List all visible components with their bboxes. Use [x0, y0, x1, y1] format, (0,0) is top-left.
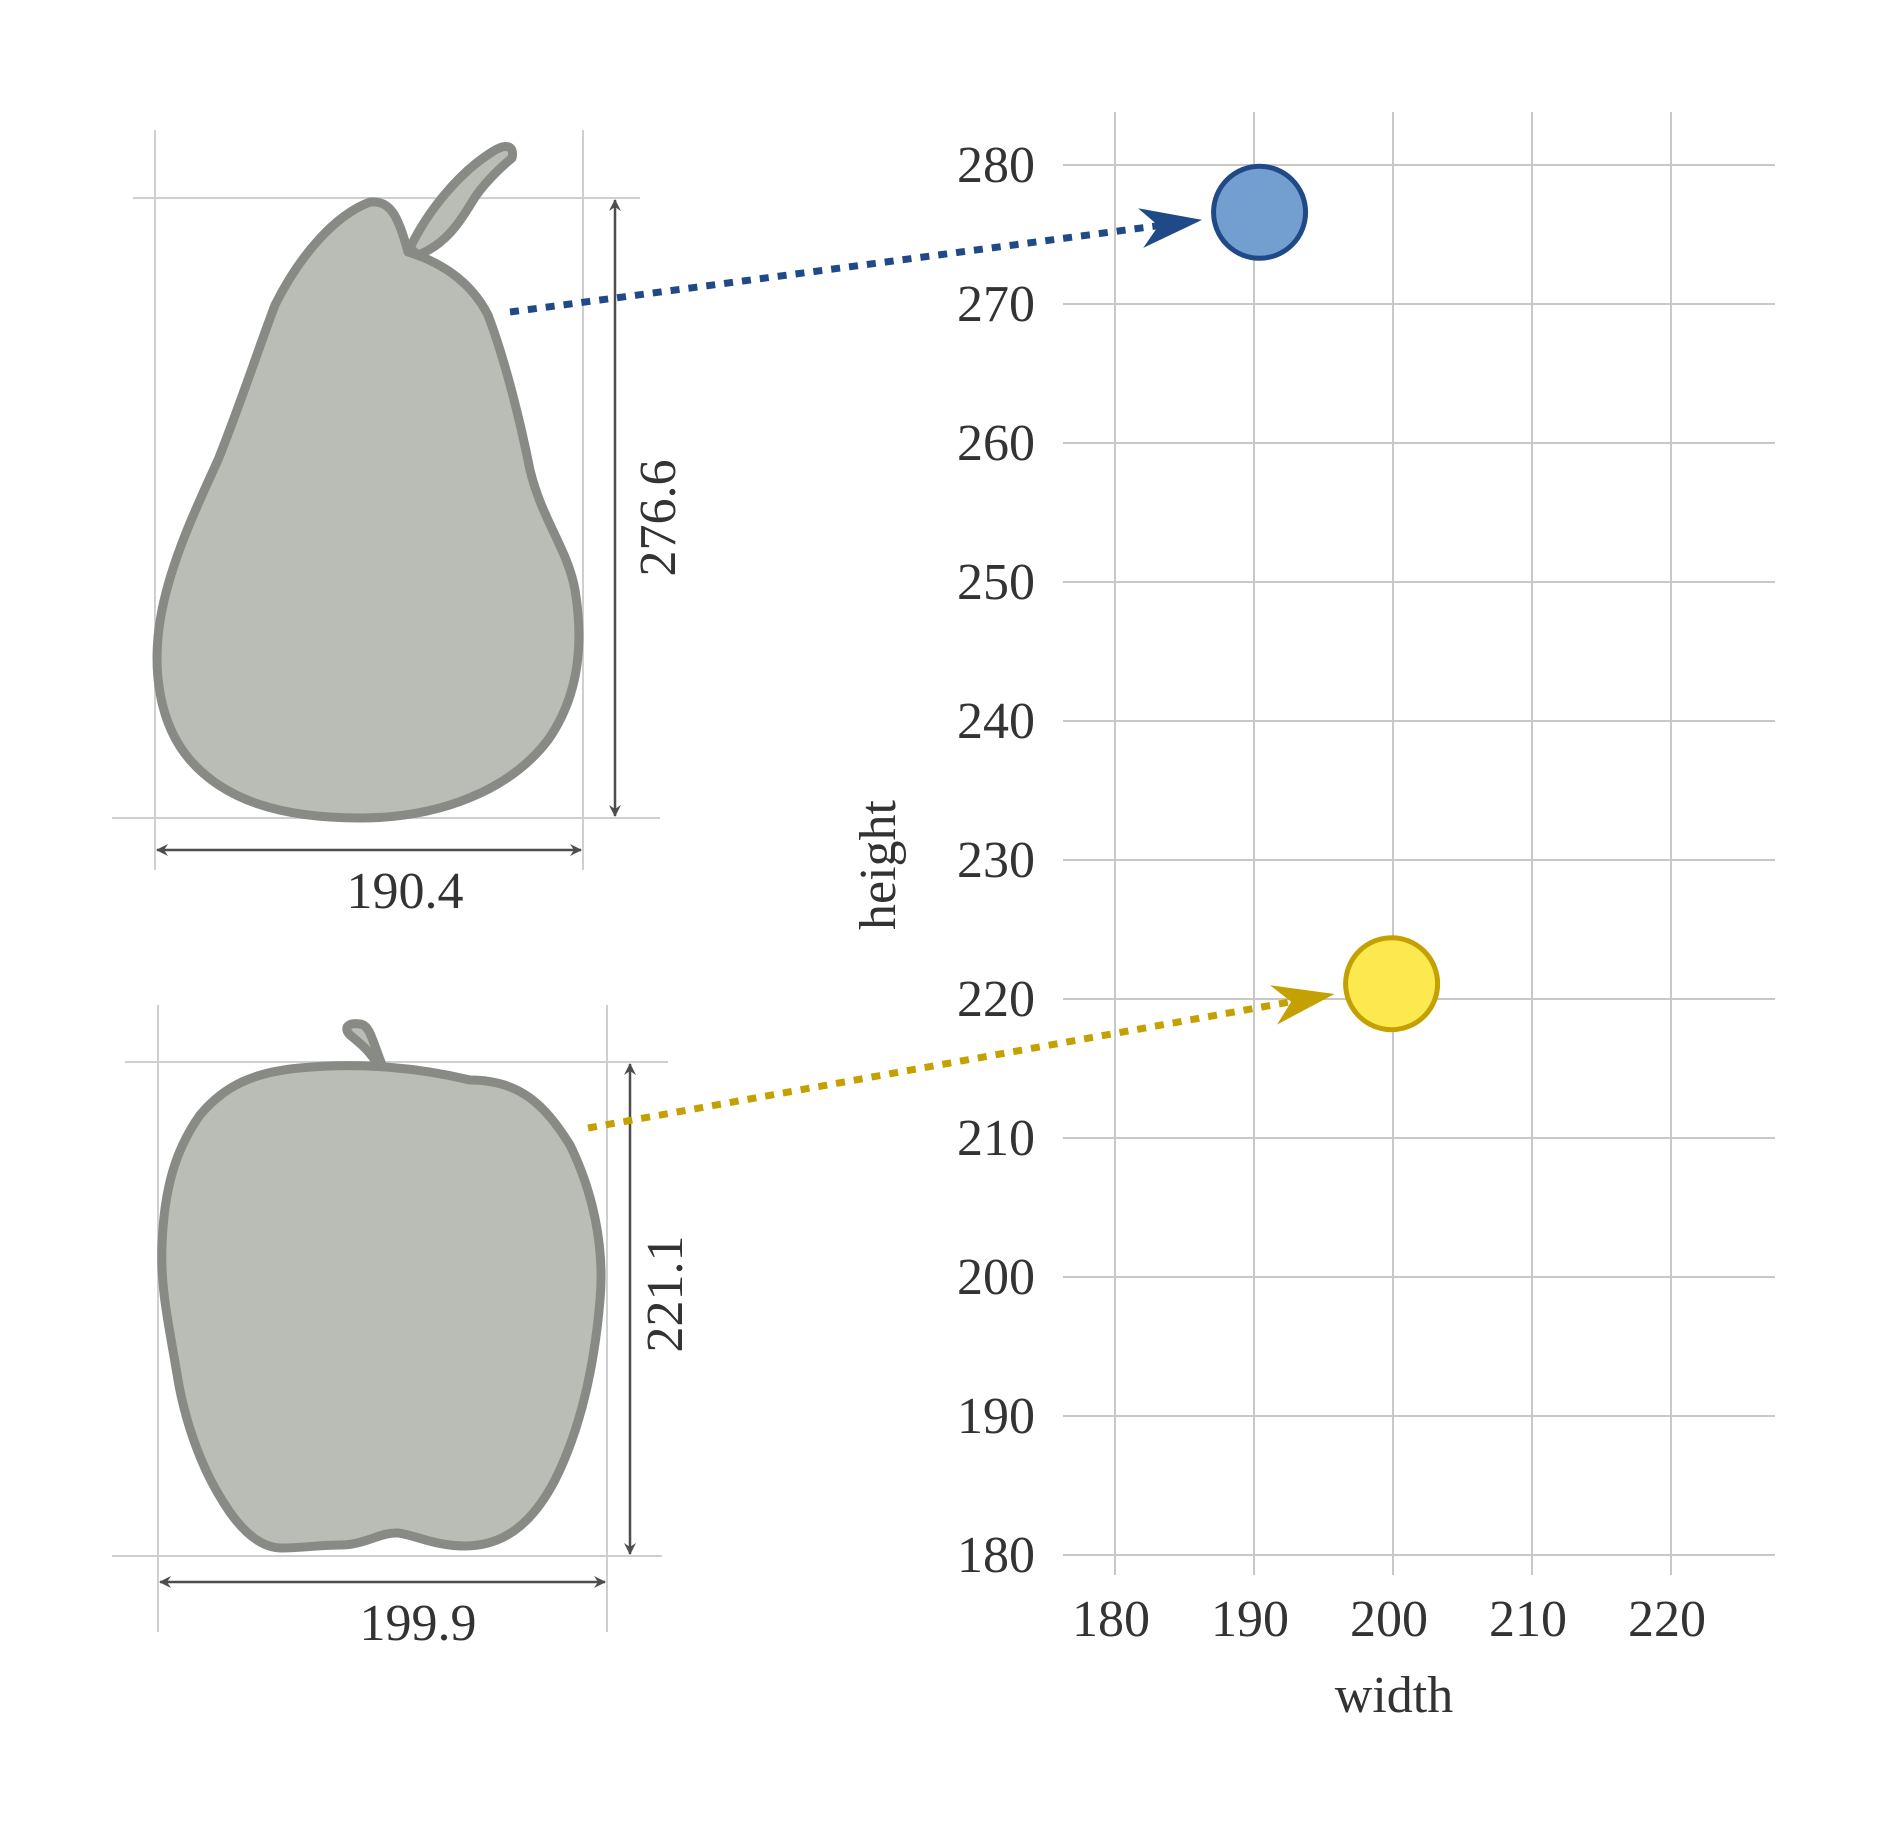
- x-tick-label: 220: [1628, 1591, 1706, 1648]
- scatter-plot: 180 190 200 210 220 180 190 200 210 220 230 240 250…: [850, 112, 1775, 1724]
- y-tick-label: 210: [957, 1110, 1035, 1167]
- grid-lines: [1063, 112, 1775, 1575]
- x-tick-label: 210: [1489, 1591, 1567, 1648]
- y-tick-label: 180: [957, 1527, 1035, 1584]
- pear-width-label: 190.4: [347, 863, 464, 920]
- y-tick-label: 280: [957, 137, 1035, 194]
- y-tick-label: 200: [957, 1249, 1035, 1306]
- y-tick-label: 190: [957, 1388, 1035, 1445]
- pear-icon: [152, 142, 584, 823]
- y-tick-label: 270: [957, 276, 1035, 333]
- pear-connector-line: [509, 222, 1159, 316]
- apple-icon: [157, 1019, 606, 1553]
- connector-arrows: [509, 208, 1335, 1132]
- x-tick-labels: 180 190 200 210 220: [1072, 1591, 1706, 1648]
- apple-height-label: 221.1: [637, 1236, 694, 1353]
- apple-figure: 199.9 221.1: [112, 1005, 694, 1652]
- apple-width-label: 199.9: [360, 1595, 477, 1652]
- x-tick-label: 180: [1072, 1591, 1150, 1648]
- y-tick-labels: 180 190 200 210 220 230 240 250 260 270 280: [957, 137, 1035, 1584]
- pear-data-point: [1211, 163, 1309, 261]
- apple-connector-line: [587, 998, 1292, 1132]
- pear-arrowhead-icon: [1137, 208, 1203, 248]
- y-axis-title: height: [850, 799, 907, 930]
- y-tick-label: 230: [957, 832, 1035, 889]
- y-tick-label: 240: [957, 693, 1035, 750]
- x-axis-title: width: [1335, 1667, 1453, 1724]
- data-points: [1211, 163, 1441, 1033]
- apple-arrowhead-icon: [1269, 985, 1335, 1025]
- apple-data-point: [1343, 935, 1441, 1033]
- y-tick-label: 220: [957, 971, 1035, 1028]
- pear-height-label: 276.6: [630, 460, 687, 577]
- x-tick-label: 190: [1211, 1591, 1289, 1648]
- pear-figure: 190.4 276.6: [112, 130, 687, 920]
- x-tick-label: 200: [1350, 1591, 1428, 1648]
- y-tick-label: 250: [957, 554, 1035, 611]
- y-tick-label: 260: [957, 415, 1035, 472]
